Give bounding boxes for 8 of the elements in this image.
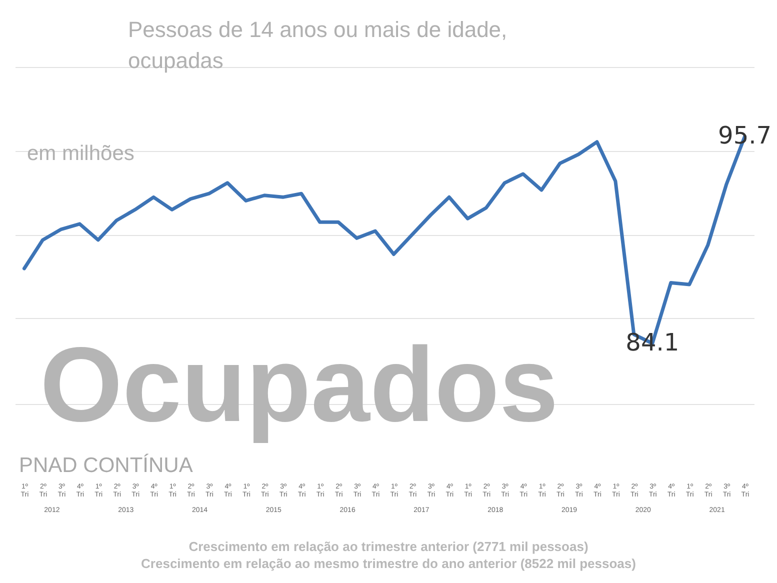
y-axis-title: em milhões (27, 142, 134, 166)
text: Ocupados (40, 326, 558, 444)
data-label: 84.1 (626, 328, 680, 356)
text: PNAD CONTÍNUA (19, 454, 193, 478)
text: Crescimento em relação ao trimestre anterior (2771 mil pessoas) (188, 539, 590, 554)
chart-subtitle: Pessoas de 14 anos ou mais de idade, ocupadas (128, 16, 508, 75)
text: Crescimento em relação ao mesmo trimestre do ano anterior (8522 mil pessoas) (140, 556, 637, 571)
data-label: 95.7 (718, 122, 772, 150)
